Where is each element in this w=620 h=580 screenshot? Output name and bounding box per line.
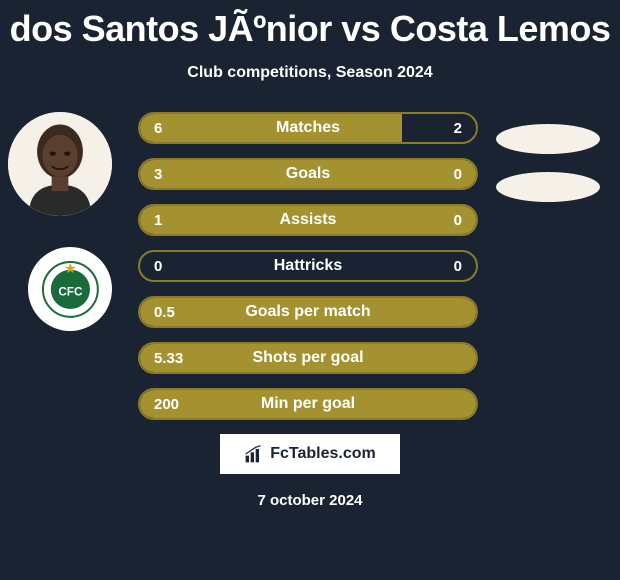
- stat-bar-hattricks: 0 Hattricks 0: [138, 250, 478, 282]
- stats-column: 6 Matches 2 3 Goals 0 1 Assists 0 0 Hatt…: [138, 112, 478, 420]
- player-avatar-left: [8, 112, 112, 216]
- stat-right-value: 2: [454, 114, 462, 142]
- svg-text:CFC: CFC: [58, 285, 83, 298]
- footer-brand-text: FcTables.com: [270, 445, 376, 463]
- stat-bar-matches: 6 Matches 2: [138, 112, 478, 144]
- stat-label: Goals per match: [140, 298, 476, 326]
- stat-label: Min per goal: [140, 390, 476, 418]
- stat-right-value: 0: [454, 206, 462, 234]
- footer-date: 7 october 2024: [0, 492, 620, 509]
- stat-bar-goals-per-match: 0.5 Goals per match: [138, 296, 478, 328]
- stat-right-value: 0: [454, 252, 462, 280]
- stat-bar-min-per-goal: 200 Min per goal: [138, 388, 478, 420]
- stat-label: Assists: [140, 206, 476, 234]
- stat-right-value: 0: [454, 160, 462, 188]
- content-area: CFC 6 Matches 2 3 Goals 0 1 Assists 0 0 …: [0, 112, 620, 420]
- stat-bar-shots-per-goal: 5.33 Shots per goal: [138, 342, 478, 374]
- footer-brand-logo[interactable]: FcTables.com: [220, 434, 400, 474]
- chart-icon: [244, 444, 264, 464]
- stat-label: Matches: [140, 114, 476, 142]
- stat-bar-goals: 3 Goals 0: [138, 158, 478, 190]
- stat-label: Goals: [140, 160, 476, 188]
- opponent-placeholder-1: [496, 124, 600, 154]
- opponent-placeholder-2: [496, 172, 600, 202]
- stat-label: Shots per goal: [140, 344, 476, 372]
- subtitle: Club competitions, Season 2024: [0, 64, 620, 82]
- stat-label: Hattricks: [140, 252, 476, 280]
- page-title: dos Santos JÃºnior vs Costa Lemos: [0, 0, 620, 50]
- shield-icon: CFC: [41, 260, 100, 319]
- stat-bar-assists: 1 Assists 0: [138, 204, 478, 236]
- club-badge-left: CFC: [28, 247, 112, 331]
- person-icon: [8, 112, 112, 216]
